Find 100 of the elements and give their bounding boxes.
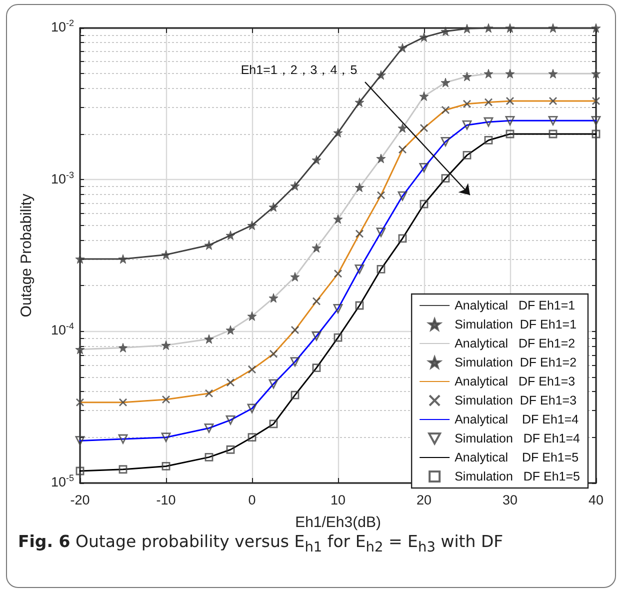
point: [290, 181, 300, 191]
point: [334, 333, 342, 342]
point: [376, 70, 386, 80]
point: [204, 423, 214, 433]
point: [247, 404, 257, 414]
point: [355, 230, 364, 238]
point: [118, 254, 128, 264]
point: [484, 98, 493, 106]
y-tick-label: 10$^{-2}$: [50, 18, 74, 34]
point: [419, 162, 429, 172]
legend-label: Analytical DF Eh1=2: [454, 336, 576, 350]
point: [354, 264, 364, 274]
y-tick-label: 10$^{-4}$: [50, 321, 74, 338]
point: [75, 436, 85, 446]
y-tick-label: 10$^{-5}$: [50, 472, 74, 490]
point: [312, 331, 322, 341]
y-tick-label: 10$^{-3}$: [50, 169, 74, 186]
point: [312, 243, 322, 253]
point: [398, 145, 407, 154]
point: [161, 340, 171, 350]
point: [420, 200, 428, 208]
point: [354, 97, 364, 107]
point: [354, 182, 364, 192]
point: [592, 96, 600, 106]
x-tick-label: 40: [588, 492, 604, 508]
point: [75, 254, 85, 264]
point: [440, 78, 450, 88]
point: [290, 390, 300, 400]
x-axis-title: Eh1/Eh3(dB): [295, 514, 381, 531]
point: [162, 462, 170, 470]
point: [591, 68, 601, 78]
point: [268, 293, 278, 303]
y-axis-title: Outage Probability: [18, 193, 35, 318]
point: [591, 116, 601, 126]
point: [441, 174, 450, 183]
point: [76, 466, 84, 476]
point: [118, 342, 128, 352]
point: [484, 68, 494, 78]
point: [204, 240, 214, 250]
point: [161, 250, 171, 260]
point: [118, 465, 128, 474]
point: [333, 214, 343, 224]
point: [290, 326, 300, 334]
point: [505, 23, 515, 33]
point: [548, 116, 558, 126]
point: [462, 120, 472, 130]
legend-label: Simulation DF Eh1=2: [454, 356, 577, 370]
point: [440, 26, 450, 36]
point: [398, 123, 408, 133]
point: [248, 365, 256, 374]
point: [162, 395, 170, 404]
legend-label: Analytical DF Eh1=4: [454, 412, 579, 426]
point: [247, 311, 257, 321]
text: Fig. 6 Outage probability versus E$_{h1}$ for E$_{h2}$ = E$_{h3}$ with DF: [18, 532, 504, 556]
point: [506, 130, 514, 138]
point: [334, 269, 342, 278]
point: [376, 264, 386, 274]
point: [484, 23, 494, 33]
line-series: [79, 100, 597, 404]
x-tick-label: 20: [416, 492, 432, 508]
point: [290, 357, 300, 366]
point: [484, 136, 493, 144]
point: [248, 433, 256, 442]
point: [548, 23, 558, 33]
point: [506, 96, 514, 106]
point: [462, 72, 472, 82]
point: [398, 43, 408, 53]
point: [333, 304, 343, 314]
point: [420, 124, 428, 132]
legend-label: Simulation DF Eh1=4: [454, 432, 580, 446]
point: [204, 452, 214, 462]
point: [376, 190, 386, 200]
point: [462, 100, 472, 108]
legend-label: Simulation DF Eh1=3: [454, 394, 577, 408]
point: [484, 117, 494, 127]
point: [333, 128, 343, 138]
point: [161, 432, 171, 442]
x-tick-label: -20: [70, 492, 90, 508]
point: [548, 130, 558, 138]
point: [76, 398, 84, 407]
legend-label: Simulation DF Eh1=1: [454, 318, 577, 332]
x-tick-label: 10: [330, 492, 346, 508]
point: [268, 202, 278, 212]
point: [312, 297, 321, 306]
point: [118, 434, 128, 444]
point: [548, 68, 558, 78]
point: [398, 234, 407, 243]
point: [505, 68, 515, 78]
annotation: Eh1=1，2，3，4，5: [240, 63, 358, 77]
point: [505, 116, 515, 126]
point: [462, 150, 472, 160]
legend-label: Simulation DF Eh1=5: [454, 470, 580, 484]
legend-label: Analytical DF Eh1=5: [454, 450, 579, 464]
point: [376, 228, 386, 237]
point: [226, 230, 236, 240]
point: [312, 364, 321, 372]
x-tick-label: 30: [502, 492, 518, 508]
point: [419, 32, 429, 42]
point: [312, 155, 322, 165]
point: [419, 91, 429, 101]
